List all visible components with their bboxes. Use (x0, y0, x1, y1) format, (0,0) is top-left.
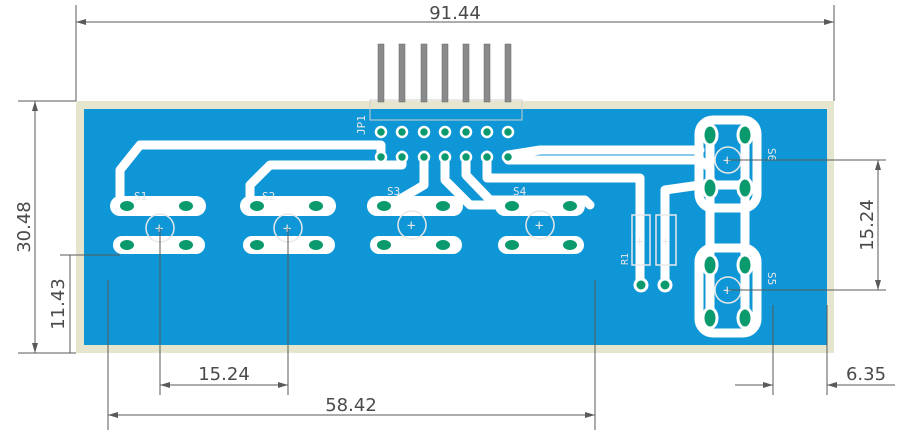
svg-text:+: + (155, 221, 163, 237)
dimension-arrows (32, 19, 881, 418)
dim-left-offset: 11.43 (48, 278, 69, 330)
dim-switch-pitch: 15.24 (198, 364, 250, 385)
switch-s5: + S5 (701, 253, 778, 330)
dim-right-vertical: 15.24 (857, 199, 878, 251)
resistor-r1: R1 + + (620, 214, 677, 293)
svg-text:+: + (723, 283, 731, 299)
switch-label-s6: S6 (765, 148, 778, 161)
switch-s3: + S3 (367, 185, 463, 254)
svg-text:+: + (723, 153, 731, 169)
switch-label-s5: S5 (765, 272, 778, 285)
switch-label-s3: S3 (387, 185, 400, 198)
switch-label-s1: S1 (134, 190, 147, 203)
dim-overall-height: 30.48 (14, 201, 35, 253)
header-label: JP1 (355, 115, 368, 135)
svg-text:+: + (636, 234, 643, 248)
svg-text:+: + (662, 234, 669, 248)
dim-overall-width: 91.44 (429, 3, 481, 24)
dimension-lines (18, 5, 895, 430)
svg-text:+: + (283, 221, 291, 237)
svg-text:+: + (407, 218, 415, 234)
switch-s2: + S2 (240, 190, 336, 254)
switch-label-s4: S4 (513, 185, 527, 198)
switch-s1: + S1 (110, 190, 206, 254)
switch-label-s2: S2 (262, 190, 275, 203)
header-jp1: JP1 (355, 43, 523, 164)
switch-s4: + S4 (495, 185, 585, 254)
dim-bottom-span: 58.42 (325, 395, 377, 416)
svg-text:+: + (535, 218, 543, 234)
dim-right-edge-offset: 6.35 (846, 364, 886, 385)
resistor-label: R1 (620, 253, 631, 265)
